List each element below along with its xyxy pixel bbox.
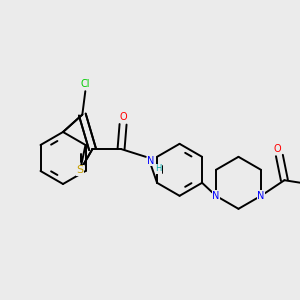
Text: O: O bbox=[274, 143, 281, 154]
Text: N: N bbox=[212, 191, 220, 201]
Text: O: O bbox=[119, 112, 127, 122]
Text: N: N bbox=[257, 191, 265, 201]
Text: H: H bbox=[156, 164, 162, 173]
Text: Cl: Cl bbox=[81, 79, 90, 89]
Text: N: N bbox=[147, 156, 154, 166]
Text: S: S bbox=[76, 165, 84, 176]
